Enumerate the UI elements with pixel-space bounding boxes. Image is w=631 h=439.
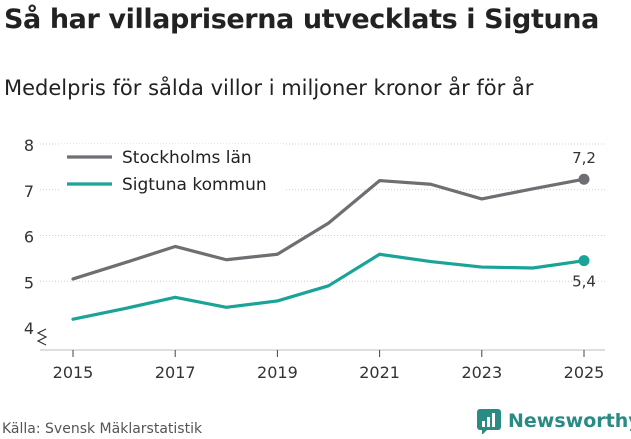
series-lines: 7,2 5,4	[71, 149, 596, 321]
y-tick-label: 5	[24, 273, 34, 292]
x-tick-label: 2017	[155, 363, 196, 382]
x-tick-label: 2021	[359, 363, 400, 382]
end-value-label-2: 5,4	[572, 273, 596, 291]
y-axis: 4 5 6 7 8	[24, 136, 48, 346]
grid-lines	[40, 143, 605, 282]
brand-logo[interactable]: Newsworthy	[476, 408, 631, 434]
x-tick-label: 2023	[461, 363, 502, 382]
x-tick-label: 2019	[257, 363, 298, 382]
legend: Stockholms län Sigtuna kommun	[60, 144, 285, 196]
axis-break-icon	[36, 328, 48, 346]
series-line-1	[71, 177, 586, 281]
newsworthy-logo-icon	[477, 409, 501, 434]
x-axis: 2015 2017 2019 2021 2023 2025	[40, 349, 605, 382]
legend-label-2: Sigtuna kommun	[122, 175, 267, 195]
y-tick-label: 8	[24, 136, 34, 155]
chart-title: Så har villapriserna utvecklats i Sigtun…	[4, 4, 599, 35]
y-tick-label: 4	[24, 319, 34, 338]
end-value-label-1: 7,2	[572, 149, 596, 167]
y-tick-label: 7	[24, 182, 34, 201]
source-note: Källa: Svensk Mäklarstatistik	[2, 421, 203, 437]
series-end-point-1	[578, 173, 590, 185]
legend-background	[60, 144, 285, 196]
series-end-point-2	[578, 255, 590, 267]
brand-name: Newsworthy	[508, 410, 631, 432]
legend-label-1: Stockholms län	[122, 148, 252, 168]
series-line-2	[71, 252, 586, 321]
chart-subtitle: Medelpris för sålda villor i miljoner kr…	[4, 76, 534, 100]
x-tick-label: 2025	[564, 363, 605, 382]
x-tick-label: 2015	[53, 363, 94, 382]
y-tick-label: 6	[24, 228, 34, 247]
